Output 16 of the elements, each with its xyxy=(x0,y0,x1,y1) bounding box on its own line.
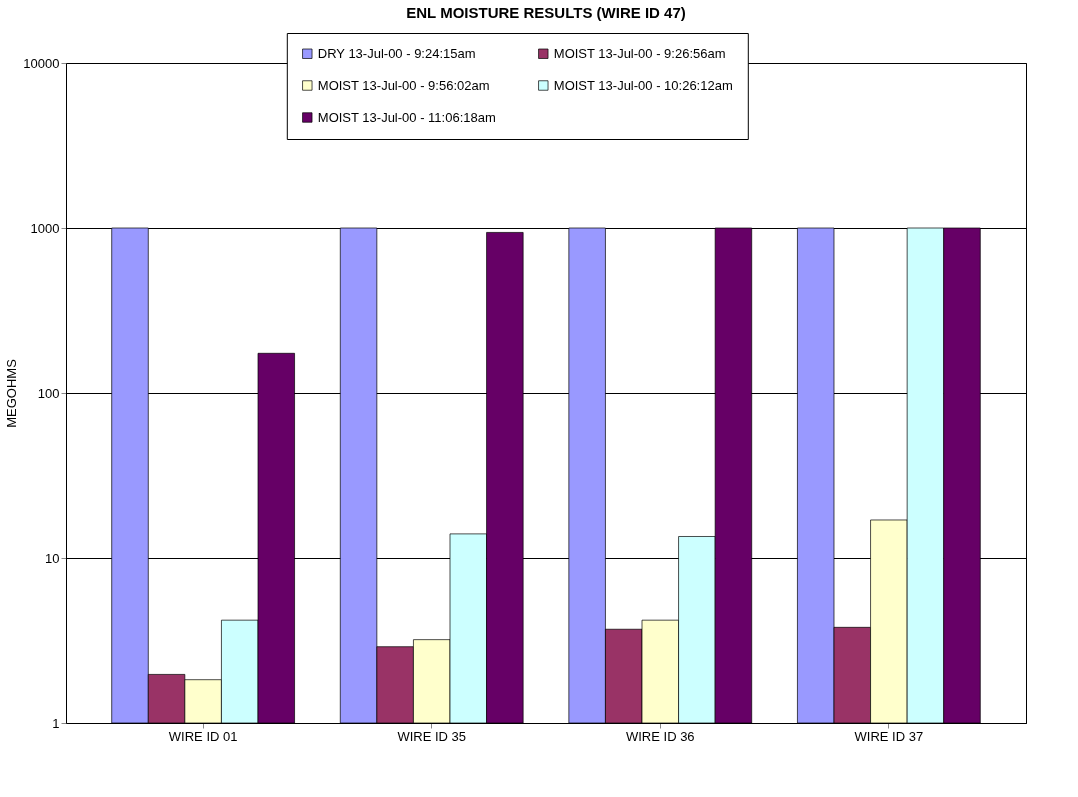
y-axis-title: MEGOHMS xyxy=(4,358,20,428)
y-tick-label: 100 xyxy=(37,385,60,401)
x-tick-label: WIRE ID 01 xyxy=(168,728,238,744)
x-tick-label: WIRE ID 37 xyxy=(854,728,924,744)
legend-label: MOIST 13-Jul-00 - 11:06:18am xyxy=(317,109,496,125)
x-tick-label: WIRE ID 36 xyxy=(625,728,695,744)
legend-label: MOIST 13-Jul-00 - 9:26:56am xyxy=(553,45,726,61)
chart-title: ENL MOISTURE RESULTS (WIRE ID 47) xyxy=(406,3,686,21)
legend-label: MOIST 13-Jul-00 - 10:26:12am xyxy=(553,77,733,93)
y-tick-label: 10 xyxy=(45,550,60,566)
legend-label: MOIST 13-Jul-00 - 9:56:02am xyxy=(317,77,490,93)
y-tick-label: 1000 xyxy=(30,220,60,236)
y-tick-label: 1 xyxy=(52,715,60,731)
y-tick-label: 10000 xyxy=(23,55,60,71)
x-tick-label: WIRE ID 35 xyxy=(397,728,467,744)
legend-label: DRY 13-Jul-00 - 9:24:15am xyxy=(317,45,476,61)
